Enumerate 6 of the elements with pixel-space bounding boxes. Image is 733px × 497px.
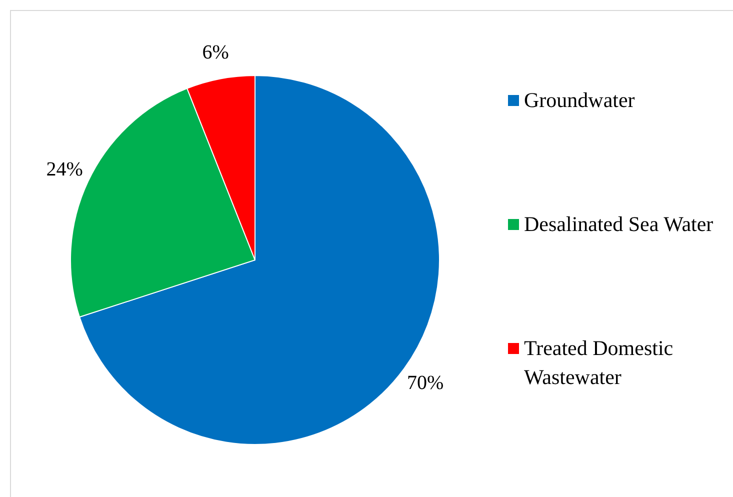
legend-label: Treated Domestic Wastewater [524,335,674,391]
data-label: 6% [202,41,229,64]
legend-label: Desalinated Sea Water [524,211,714,238]
data-label: 70% [406,372,444,394]
legend-label: Groundwater [524,87,635,114]
data-label: 24% [46,158,83,181]
